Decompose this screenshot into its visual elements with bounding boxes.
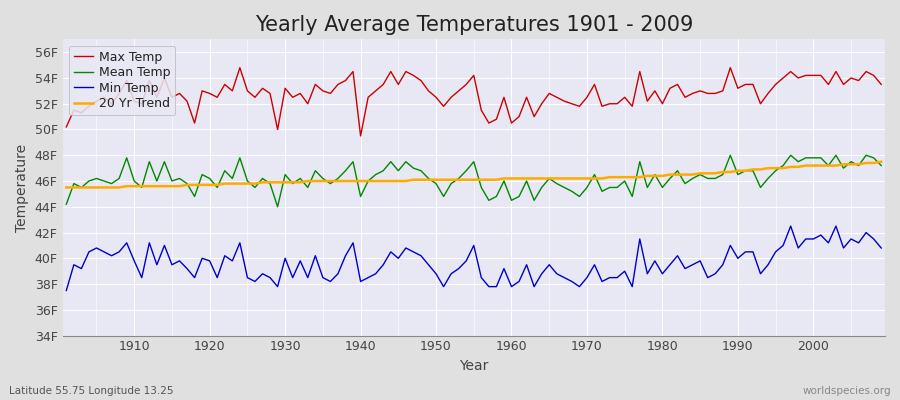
Min Temp bbox=[499, 266, 509, 271]
Legend: Max Temp, Mean Temp, Min Temp, 20 Yr Trend: Max Temp, Mean Temp, Min Temp, 20 Yr Tre… bbox=[68, 46, 176, 115]
Max Temp bbox=[122, 78, 132, 83]
20 Yr Trend bbox=[499, 176, 509, 181]
Mean Temp bbox=[61, 202, 72, 207]
Min Temp bbox=[506, 284, 517, 289]
20 Yr Trend bbox=[287, 180, 298, 185]
Min Temp bbox=[597, 279, 608, 284]
Mean Temp bbox=[272, 204, 283, 209]
Min Temp bbox=[786, 224, 796, 228]
Min Temp bbox=[61, 288, 72, 293]
20 Yr Trend bbox=[506, 176, 517, 181]
20 Yr Trend bbox=[876, 159, 886, 164]
Max Temp bbox=[876, 82, 886, 87]
Mean Temp bbox=[604, 185, 615, 190]
Max Temp bbox=[61, 124, 72, 129]
Max Temp bbox=[295, 91, 306, 96]
Line: Mean Temp: Mean Temp bbox=[67, 155, 881, 207]
Mean Temp bbox=[122, 156, 132, 160]
Line: Max Temp: Max Temp bbox=[67, 68, 881, 136]
Max Temp bbox=[340, 78, 351, 83]
Y-axis label: Temperature: Temperature bbox=[15, 143, 29, 232]
Mean Temp bbox=[506, 198, 517, 203]
Max Temp bbox=[612, 101, 623, 106]
Mean Temp bbox=[514, 194, 525, 199]
X-axis label: Year: Year bbox=[459, 359, 489, 373]
20 Yr Trend bbox=[61, 185, 72, 190]
Min Temp bbox=[876, 246, 886, 250]
Max Temp bbox=[356, 134, 366, 138]
Mean Temp bbox=[340, 168, 351, 173]
20 Yr Trend bbox=[597, 176, 608, 181]
Min Temp bbox=[287, 275, 298, 280]
Title: Yearly Average Temperatures 1901 - 2009: Yearly Average Temperatures 1901 - 2009 bbox=[255, 15, 693, 35]
Line: Min Temp: Min Temp bbox=[67, 226, 881, 290]
Min Temp bbox=[122, 240, 132, 245]
Min Temp bbox=[333, 271, 344, 276]
Line: 20 Yr Trend: 20 Yr Trend bbox=[67, 162, 881, 188]
Mean Temp bbox=[876, 163, 886, 168]
Mean Temp bbox=[724, 153, 735, 158]
Max Temp bbox=[514, 114, 525, 119]
Text: Latitude 55.75 Longitude 13.25: Latitude 55.75 Longitude 13.25 bbox=[9, 386, 174, 396]
20 Yr Trend bbox=[333, 179, 344, 184]
Max Temp bbox=[521, 95, 532, 100]
Mean Temp bbox=[295, 176, 306, 181]
Text: worldspecies.org: worldspecies.org bbox=[803, 386, 891, 396]
Max Temp bbox=[235, 65, 246, 70]
20 Yr Trend bbox=[122, 184, 132, 188]
